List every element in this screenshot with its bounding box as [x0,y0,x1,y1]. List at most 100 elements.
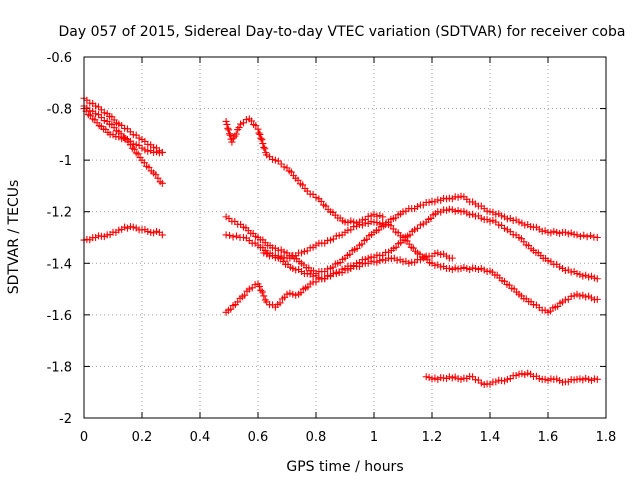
data-point [257,134,265,142]
data-point [448,374,456,382]
data-point [154,174,162,182]
data-point [126,128,134,136]
data-point [469,373,477,381]
data-point [524,369,532,377]
x-tick-label: 1.2 [422,430,443,445]
data-point [225,126,233,134]
data-point [144,227,152,235]
data-point [489,216,497,224]
data-point [480,266,488,274]
data-point [235,124,243,132]
data-point [145,163,153,171]
data-point [448,206,456,214]
data-point [422,373,430,381]
data-point [242,116,250,124]
data-point [122,135,130,143]
data-point [158,148,166,156]
data-point [260,249,268,257]
data-point [588,294,595,302]
data-point [97,114,105,122]
data-point [486,217,494,225]
data-point [588,272,595,280]
data-point [593,275,601,283]
data-point [237,120,245,128]
data-point [448,254,456,262]
data-point [95,111,102,119]
data-point [567,229,575,237]
x-tick-label: 1.4 [480,430,501,445]
data-point [353,222,361,230]
data-point [132,131,140,139]
data-point [576,232,584,240]
data-point [83,104,91,112]
data-point [373,212,381,220]
data-point [474,376,482,384]
data-point [327,236,334,244]
data-point [92,110,100,118]
data-point [580,231,588,239]
data-point [425,373,433,381]
data-point [258,288,266,296]
plot-border [83,56,607,419]
data-point [115,226,123,234]
data-point [294,176,302,184]
data-point [303,247,311,255]
data-point [255,129,263,137]
data-point [227,305,235,313]
data-point [158,179,166,187]
data-point [405,259,413,267]
data-point [445,205,453,213]
data-point [263,151,271,159]
data-point [124,224,131,232]
data-point [226,131,234,139]
data-point [427,214,435,222]
data-point [588,376,595,384]
data-point [259,140,267,148]
data-point [379,213,387,221]
data-point [347,226,355,234]
data-point [100,117,108,125]
data-point [579,291,587,299]
data-point [376,212,384,220]
data-point [460,263,468,271]
data-point [222,117,230,125]
y-tick-label: -2 [59,412,72,427]
chart-title: Day 057 of 2015, Sidereal Day-to-day VTE… [59,24,626,40]
data-point [130,145,138,153]
data-point [100,109,108,117]
data-point [392,243,400,251]
data-point [129,223,137,231]
data-point [233,232,241,240]
data-point [576,292,584,300]
data-point [344,266,352,274]
data-point [583,233,591,241]
data-point [261,145,269,153]
data-point [564,295,572,303]
data-point [92,234,100,241]
y-tick-label: -0.6 [47,51,72,66]
data-point [287,168,295,176]
data-point [271,156,279,164]
data-point [289,264,297,272]
data-point [590,274,598,282]
data-point [434,375,442,383]
data-point [576,270,584,278]
data-point [258,136,266,144]
data-point [544,376,552,384]
data-point [252,122,260,130]
data-point [260,292,268,300]
data-point [245,285,253,293]
data-point [92,102,100,110]
data-point [226,231,234,239]
data-point [498,221,506,229]
x-tick-label: 0.8 [306,430,327,445]
data-point [483,216,491,224]
data-point [416,221,424,229]
data-point [541,227,549,235]
data-point [512,371,520,379]
data-point [117,130,125,138]
data-point [416,256,424,264]
data-point [593,234,601,241]
data-point [347,217,355,225]
